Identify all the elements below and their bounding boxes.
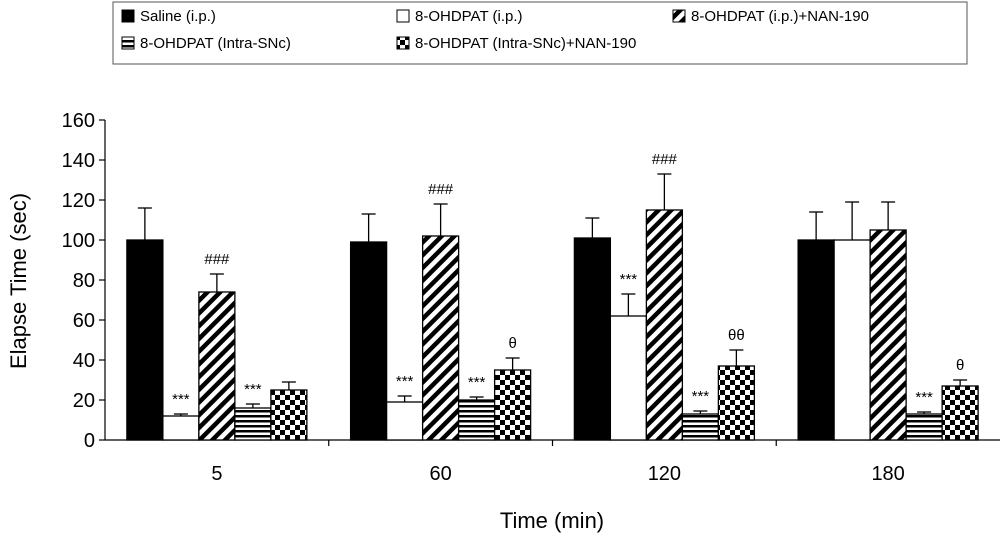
bar (385, 401, 424, 441)
bar (869, 229, 907, 441)
bar (573, 237, 612, 441)
x-tick-label: 60 (430, 463, 452, 485)
legend-label: Saline (i.p.) (140, 8, 216, 25)
significance-label: ### (428, 181, 454, 198)
error-bars (137, 173, 968, 416)
bar (234, 407, 272, 441)
bar (421, 235, 460, 441)
bar (270, 389, 308, 441)
bar (457, 399, 496, 441)
significance-label: *** (172, 391, 190, 408)
significance-label: *** (620, 271, 638, 288)
legend-label: 8-OHDPAT (i.p.)+NAN-190 (691, 8, 869, 25)
y-tick-label: 140 (62, 150, 95, 172)
y-tick-label: 80 (73, 270, 95, 292)
y-tick-label: 0 (84, 430, 95, 452)
y-tick-label: 60 (73, 310, 95, 332)
significance-label: θ (956, 357, 964, 374)
legend-label: 8-OHDPAT (Intra-SNc) (140, 35, 291, 52)
bar (941, 385, 979, 441)
bar (681, 413, 720, 441)
legend-swatch (396, 36, 410, 50)
bar (126, 239, 164, 441)
y-tick-label: 40 (73, 350, 95, 372)
significance-label: *** (396, 373, 414, 390)
legend-swatch (672, 9, 686, 23)
significance-label: *** (468, 374, 486, 391)
bar (717, 365, 756, 441)
x-tick-label: 5 (211, 463, 222, 485)
bars (126, 209, 979, 441)
bar (493, 369, 532, 441)
legend-swatch (121, 36, 135, 50)
legend-swatch (121, 9, 135, 23)
legend-swatch (396, 9, 410, 23)
bar (198, 291, 236, 441)
x-tick-label: 120 (648, 463, 681, 485)
legend-label: 8-OHDPAT (i.p.) (415, 8, 523, 25)
legend-label: 8-OHDPAT (Intra-SNc)+NAN-190 (415, 35, 636, 52)
significance-label: *** (692, 388, 710, 405)
bar (162, 415, 200, 441)
significance-label: *** (915, 389, 933, 406)
legend-box (112, 1, 968, 65)
significance-annotations: *** ### *** *** ### *** θ *** ### *** θθ *** θ (172, 151, 964, 408)
bar (609, 315, 648, 441)
significance-label: ### (652, 151, 678, 168)
y-tick-label: 120 (62, 190, 95, 212)
significance-label: θθ (728, 327, 745, 344)
x-axis-title: Time (min) (500, 508, 604, 533)
bar (905, 413, 943, 441)
bar (349, 241, 388, 441)
significance-label: θ (508, 335, 516, 352)
y-axis-title: Elapse Time (sec) (6, 193, 31, 369)
significance-label: *** (244, 381, 262, 398)
bar (797, 239, 835, 441)
x-tick-label: 180 (871, 463, 904, 485)
y-tick-label: 100 (62, 230, 95, 252)
y-tick-label: 20 (73, 390, 95, 412)
bar (645, 209, 684, 441)
y-tick-label: 160 (62, 110, 95, 132)
bar (833, 239, 871, 441)
legend: Saline (i.p.) 8-OHDPAT (i.p.) 8-OHDPAT (i.… (112, 1, 968, 65)
significance-label: ### (204, 251, 230, 268)
